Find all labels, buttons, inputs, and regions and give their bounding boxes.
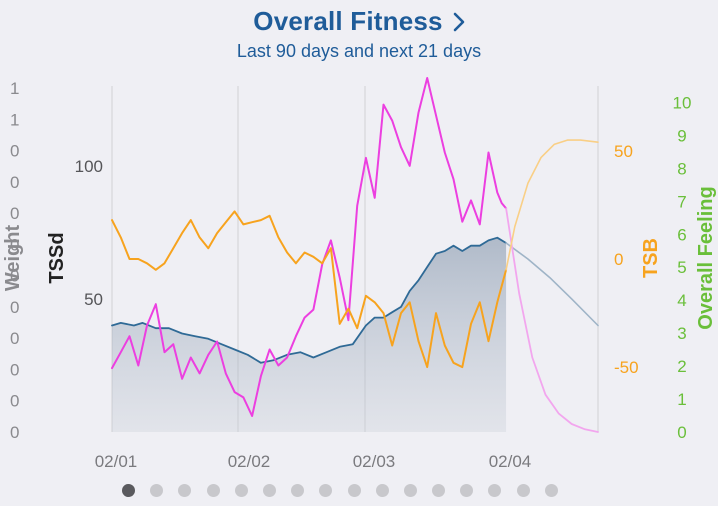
x-tick-label: 02/02: [228, 452, 271, 471]
x-tick-label: 02/01: [95, 452, 138, 471]
feeling-tick-label: 8: [677, 159, 686, 178]
tssd-tick-label: 50: [84, 290, 103, 309]
feeling-tick-label: 6: [677, 225, 686, 244]
weight-tick-label: 0: [10, 298, 19, 317]
tssd-tick-label: 100: [75, 157, 103, 176]
weight-tick-label: 0: [10, 360, 19, 379]
page-dot[interactable]: [150, 484, 163, 497]
fitness-area: [112, 238, 506, 432]
feeling-tick-label: 3: [677, 324, 686, 343]
fatigue_projection-line: [506, 208, 598, 432]
weight-tick-label: 0: [10, 173, 19, 192]
feeling-tick-label: 10: [673, 93, 692, 112]
tssd-axis-title: TSSd: [46, 232, 68, 283]
weight-tick-label: 0: [10, 392, 19, 411]
page-dot[interactable]: [376, 484, 389, 497]
page-dot[interactable]: [348, 484, 361, 497]
fitness_projection-line: [506, 243, 598, 326]
x-tick-label: 02/03: [353, 452, 396, 471]
page-dot[interactable]: [122, 484, 135, 497]
tsb-axis-title: TSB: [640, 238, 662, 278]
weight-tick-label: 1: [10, 79, 19, 98]
feeling-tick-label: 4: [677, 291, 686, 310]
page-dot[interactable]: [545, 484, 558, 497]
feeling-tick-label: 7: [677, 192, 686, 211]
page-dot[interactable]: [207, 484, 220, 497]
weight-tick-label: 1: [10, 110, 19, 129]
page-dot[interactable]: [178, 484, 191, 497]
weight-tick-label: 0: [10, 423, 19, 442]
feeling-tick-label: 2: [677, 357, 686, 376]
page-dot[interactable]: [235, 484, 248, 497]
tsb-tick-label: 50: [614, 142, 633, 161]
form_projection-line: [506, 140, 598, 270]
feeling-tick-label: 9: [677, 126, 686, 145]
page-dot[interactable]: [263, 484, 276, 497]
weight-tick-label: 0: [10, 329, 19, 348]
page-dot[interactable]: [488, 484, 501, 497]
feeling-tick-label: 5: [677, 258, 686, 277]
page-dot[interactable]: [432, 484, 445, 497]
page-dot[interactable]: [319, 484, 332, 497]
feeling-tick-label: 1: [677, 390, 686, 409]
weight-tick-label: 0: [10, 142, 19, 161]
tsb-tick-label: 0: [614, 250, 623, 269]
page-dot[interactable]: [291, 484, 304, 497]
page-dot[interactable]: [517, 484, 530, 497]
page-dot[interactable]: [404, 484, 417, 497]
page-dot[interactable]: [460, 484, 473, 497]
feeling-axis-title: Overall Feeling: [695, 186, 717, 329]
tsb-tick-label: -50: [614, 358, 639, 377]
weight-axis-title: Weight: [2, 225, 24, 292]
x-tick-label: 02/04: [489, 452, 532, 471]
feeling-tick-label: 0: [677, 423, 686, 442]
weight-tick-label: 0: [10, 204, 19, 223]
